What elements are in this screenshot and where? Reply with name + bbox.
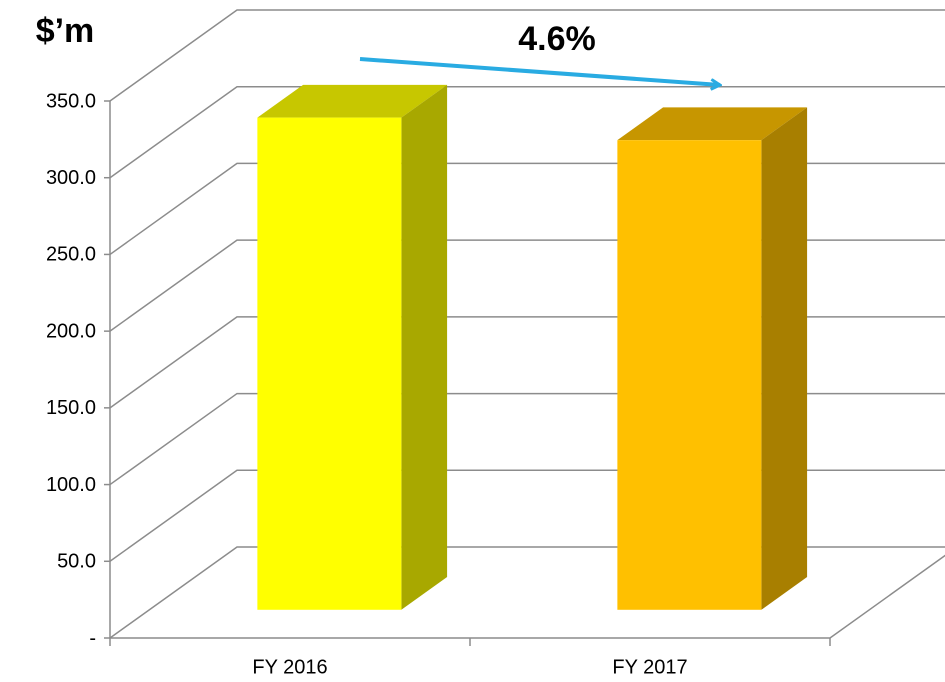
bar (257, 117, 402, 610)
y-tick-label: 350.0 (46, 90, 96, 112)
y-tick-label: 100.0 (46, 474, 96, 496)
bar-side (761, 107, 808, 610)
bar-top (257, 84, 448, 118)
bar (617, 140, 762, 610)
y-unit-label: $’m (36, 12, 95, 50)
y-tick-label: 250.0 (46, 244, 96, 266)
bar-side (401, 84, 448, 610)
bar-top (617, 107, 808, 141)
y-tick-label: - (89, 627, 96, 649)
grid-line (109, 546, 945, 639)
floor-edge (110, 554, 945, 639)
grid-line (109, 85, 945, 179)
trend-arrow (359, 57, 720, 85)
change-annotation: 4.6% (518, 20, 596, 58)
x-tick-label: FY 2017 (612, 656, 687, 678)
y-tick-label: 150.0 (46, 397, 96, 419)
y-tick-label: 300.0 (46, 167, 96, 189)
x-tick-label: FY 2016 (252, 656, 327, 678)
y-tick-label: 200.0 (46, 320, 96, 342)
y-tick-label: 50.0 (57, 551, 96, 573)
grid-line (109, 9, 945, 102)
